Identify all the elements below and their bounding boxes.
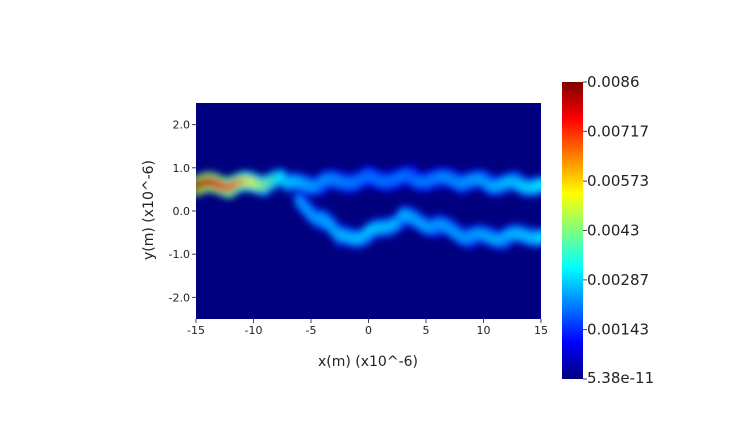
x-tick-label: 15 [534,324,548,337]
colorbar-tick-label: 0.00717 [587,122,649,140]
x-axis: -15 -10 -5 0 5 10 15 [187,319,548,337]
x-tick-label: 0 [365,324,372,337]
colorbar [562,82,583,379]
y-tick-label: 2.0 [173,119,191,132]
heat-core [536,231,541,244]
x-tick-label: -10 [245,324,263,337]
heat-feature-lower-branch [333,204,541,251]
colorbar-tick-label: 0.00143 [587,321,649,339]
heat-layer [196,164,541,251]
colorbar-tick-label: 5.38e-11 [587,369,654,387]
heat-feature-input-beam [196,166,289,200]
y-tick-label: 1.0 [173,162,191,175]
x-tick-label: -15 [187,324,205,337]
plot-area [196,103,541,319]
colorbar-tick-label: 0.00573 [587,172,649,190]
x-tick-label: -5 [306,324,317,337]
colorbar-tick-label: 0.0086 [587,73,640,91]
y-tick-label: 0.0 [173,205,191,218]
colorbar-tick-label: 0.0043 [587,222,640,240]
colorbar-tick-label: 0.00287 [587,271,649,289]
x-tick-label: 10 [477,324,491,337]
heat-core [536,178,541,191]
y-tick-label: -1.0 [169,248,190,261]
y-axis-title: y(m) (x10^-6) [141,160,157,260]
y-tick-label: -2.0 [169,291,190,304]
heat-feature-upper-branch [282,164,541,199]
colorbar-ticks: 0.0086 0.00717 0.00573 0.0043 0.00287 0.00143… [583,73,654,387]
y-axis: -2.0 -1.0 0.0 1.0 2.0 [169,119,196,304]
x-tick-label: 5 [423,324,430,337]
x-axis-title: x(m) (x10^-6) [318,354,418,370]
